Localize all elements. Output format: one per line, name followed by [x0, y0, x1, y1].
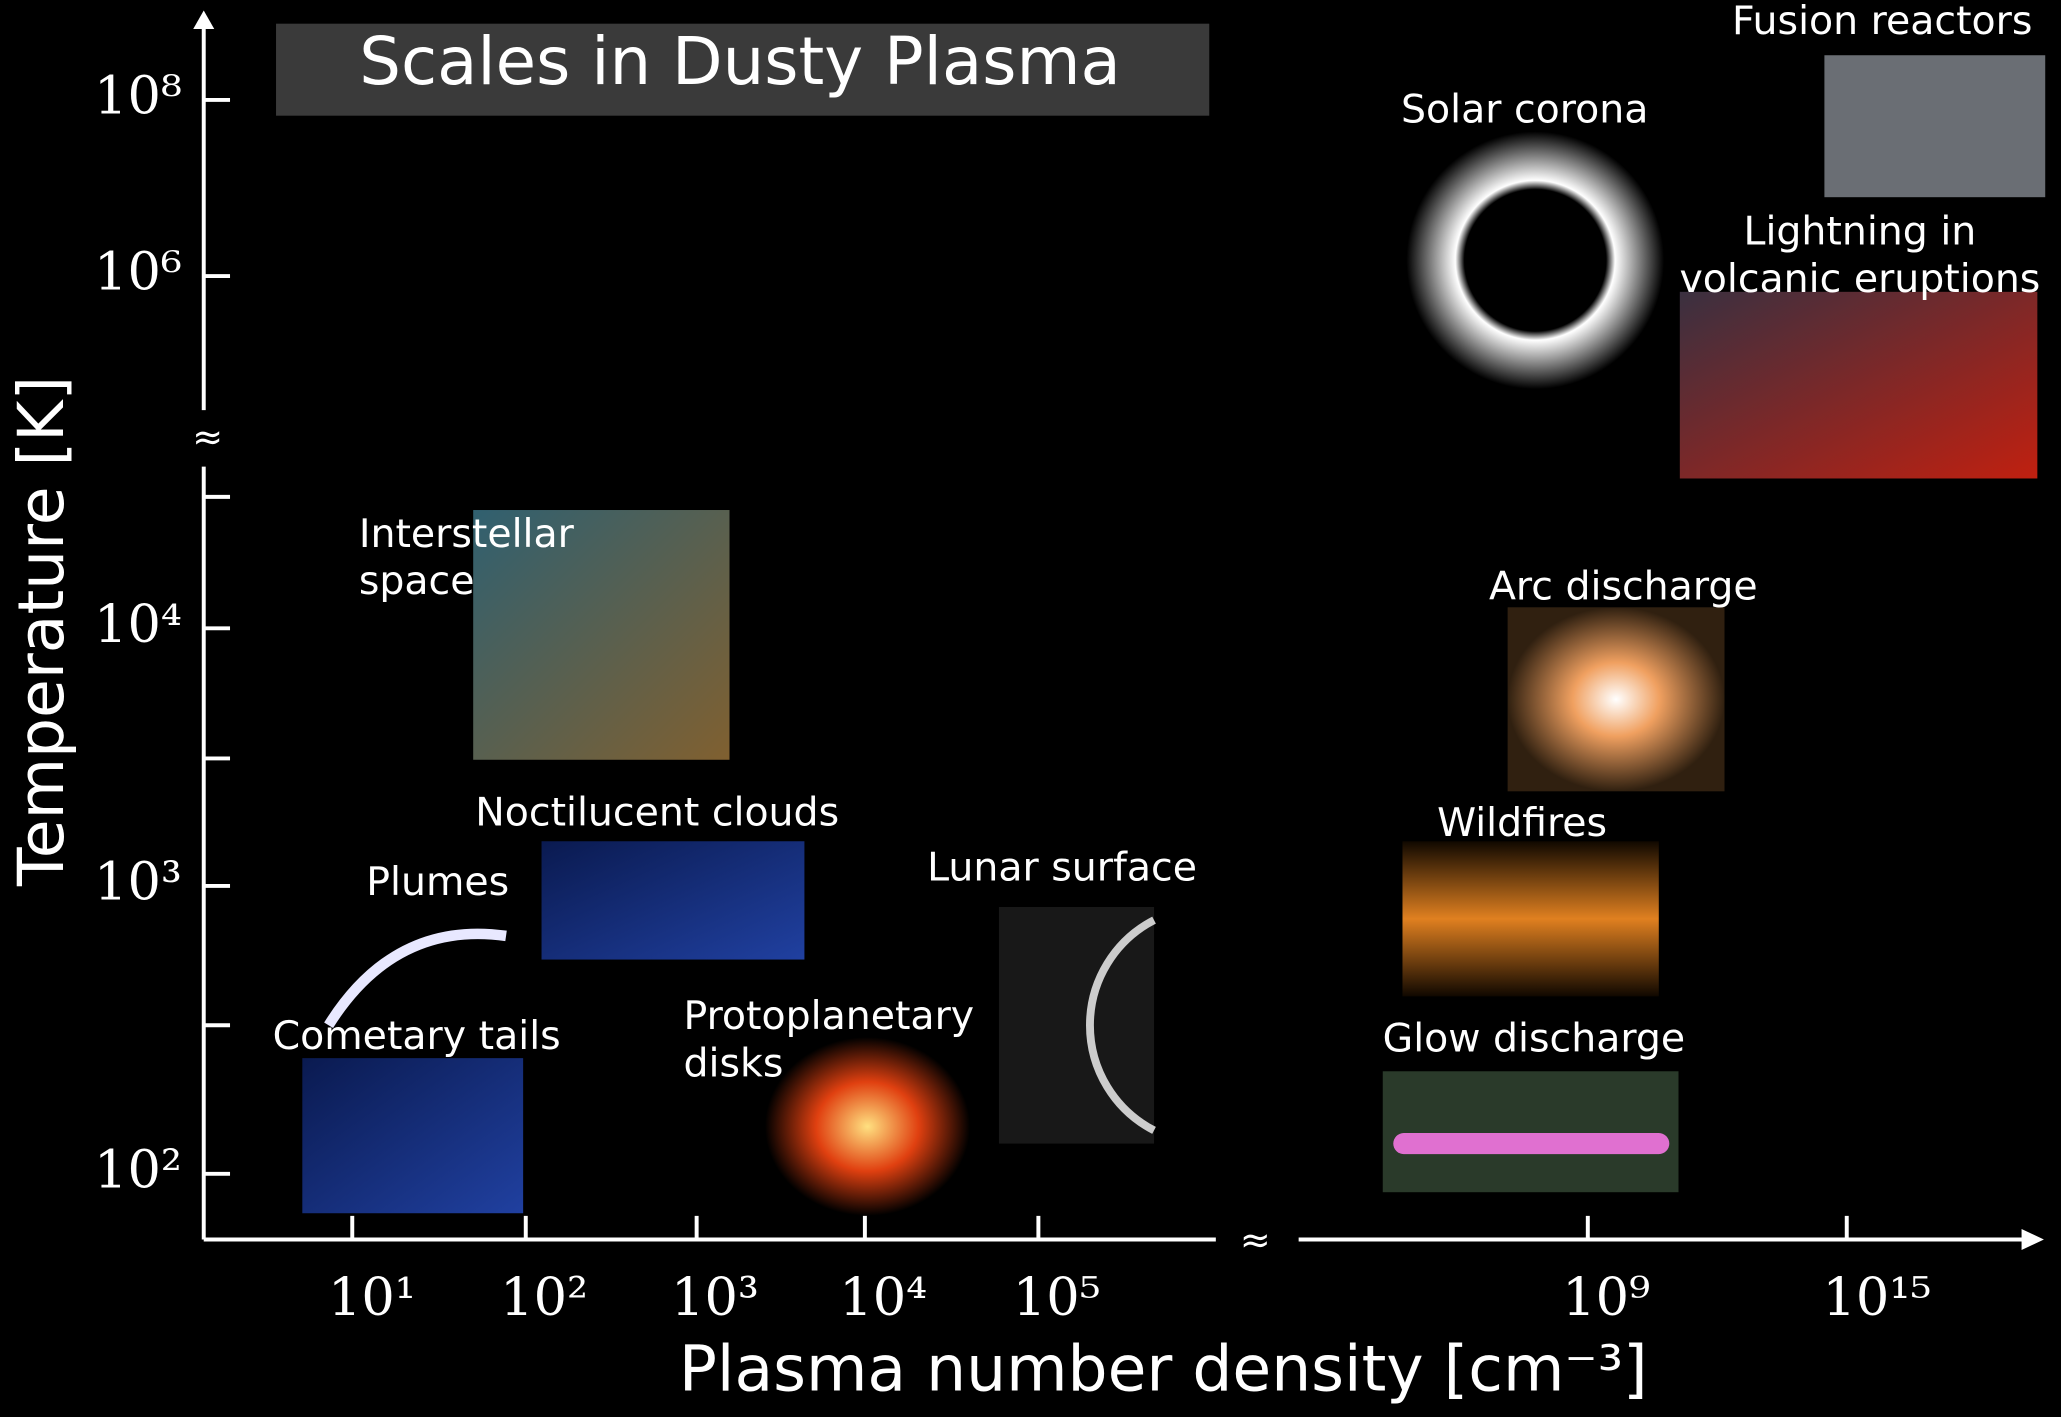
- x-arrow: [2021, 1229, 2044, 1251]
- item-label: Wildfires: [1437, 800, 1607, 846]
- x-tick-label: 10¹⁵: [1822, 1267, 1931, 1328]
- lightning-image: [1679, 291, 2038, 479]
- x-tick-label: 10⁴: [839, 1267, 927, 1328]
- item-label: Lightning in: [1743, 208, 1976, 254]
- axis-break: ≈: [1240, 1219, 1271, 1262]
- item-label: Plumes: [366, 859, 509, 905]
- item-label: Glow discharge: [1383, 1016, 1686, 1062]
- glow-image: [1382, 1071, 1679, 1193]
- corona-image: [1406, 131, 1665, 390]
- x-tick-label: 10¹: [328, 1267, 416, 1328]
- arc-image: [1507, 607, 1725, 792]
- glow-tube: [1393, 1133, 1670, 1155]
- y-tick-label: 10⁴: [94, 594, 182, 655]
- title: Scales in Dusty Plasma: [359, 24, 1120, 100]
- y-axis-label: Temperature [K]: [4, 376, 78, 887]
- item-label: Interstellar: [359, 511, 575, 557]
- x-axis-label: Plasma number density [cm⁻³]: [679, 1332, 1648, 1406]
- axis-break: ≈: [192, 416, 223, 459]
- title-box: [276, 23, 1210, 116]
- y-tick-label: 10⁶: [94, 242, 182, 303]
- x-tick-label: 10²: [500, 1267, 588, 1328]
- nebula-image: [473, 510, 730, 760]
- item-label: Arc discharge: [1489, 563, 1758, 609]
- item-label: disks: [683, 1041, 783, 1087]
- item-label: volcanic eruptions: [1679, 256, 2040, 302]
- disk-image: [764, 1037, 971, 1216]
- x-tick-label: 10⁵: [1013, 1267, 1101, 1328]
- wildfire-image: [1402, 841, 1659, 997]
- item-label: Noctilucent clouds: [475, 789, 839, 835]
- item-labels: Fusion reactors Solar corona Lightning inv…: [273, 0, 2041, 1087]
- y-tick-marks: [203, 97, 231, 1176]
- item-label: Fusion reactors: [1732, 0, 2032, 44]
- item-label: space: [359, 558, 475, 604]
- item-label: Protoplanetary: [683, 993, 974, 1039]
- item-label: Lunar surface: [927, 845, 1197, 891]
- plume-image: [324, 928, 507, 1029]
- item-label: Cometary tails: [273, 1013, 561, 1059]
- y-tick-label: 10²: [94, 1139, 182, 1200]
- x-tick-marks: [350, 1215, 1849, 1240]
- fusion-image: [1824, 55, 2046, 198]
- item-label: Solar corona: [1401, 86, 1648, 132]
- y-arrow: [193, 10, 215, 29]
- y-tick-label: 10³: [94, 851, 182, 912]
- noctilucent-image: [541, 841, 805, 960]
- lunar-image: [998, 906, 1155, 1144]
- x-tick-label: 10⁹: [1562, 1267, 1650, 1328]
- x-tick-label: 10³: [671, 1267, 759, 1328]
- y-tick-label: 10⁸: [94, 65, 182, 126]
- lunar-limb: [1086, 916, 1156, 1134]
- comet-image: [302, 1058, 524, 1214]
